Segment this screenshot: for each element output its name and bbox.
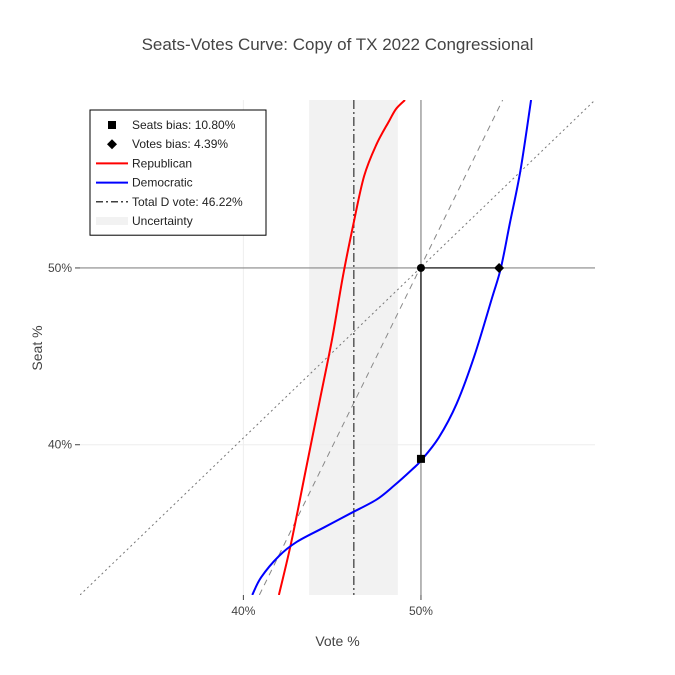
series-line-democratic (251, 100, 533, 595)
plot-content (80, 100, 595, 595)
responsiveness-line (258, 100, 504, 595)
legend: Seats bias: 10.80% Votes bias: 4.39% Repub… (89, 109, 267, 236)
legend-label: Total D vote: 46.22% (132, 195, 243, 209)
legend-box (89, 109, 267, 236)
legend-label: Republican (132, 156, 192, 170)
legend-square-icon (108, 121, 116, 129)
series-line-republican (277, 100, 406, 595)
center-marker (416, 263, 425, 272)
x-axis-title: Vote % (315, 633, 359, 649)
y-tick-label: 50% (48, 261, 72, 275)
x-tick-label: 40% (231, 604, 255, 618)
legend-diamond-icon (107, 139, 117, 150)
legend-label: Seats bias: 10.80% (132, 118, 236, 132)
plot-area: 40% 50% 40% 50% (48, 100, 595, 618)
proportionality-line (80, 100, 595, 595)
legend-label: Democratic (132, 176, 193, 190)
legend-band-icon (96, 217, 128, 225)
y-axis-title: Seat % (29, 325, 45, 370)
legend-label: Votes bias: 4.39% (132, 137, 228, 151)
votes-bias-marker (494, 262, 505, 273)
legend-label: Uncertainty (132, 214, 193, 228)
chart-title: Seats-Votes Curve: Copy of TX 2022 Congr… (142, 35, 534, 54)
y-tick-label: 40% (48, 438, 72, 452)
x-tick-label: 50% (409, 604, 433, 618)
seats-bias-marker (416, 454, 425, 463)
